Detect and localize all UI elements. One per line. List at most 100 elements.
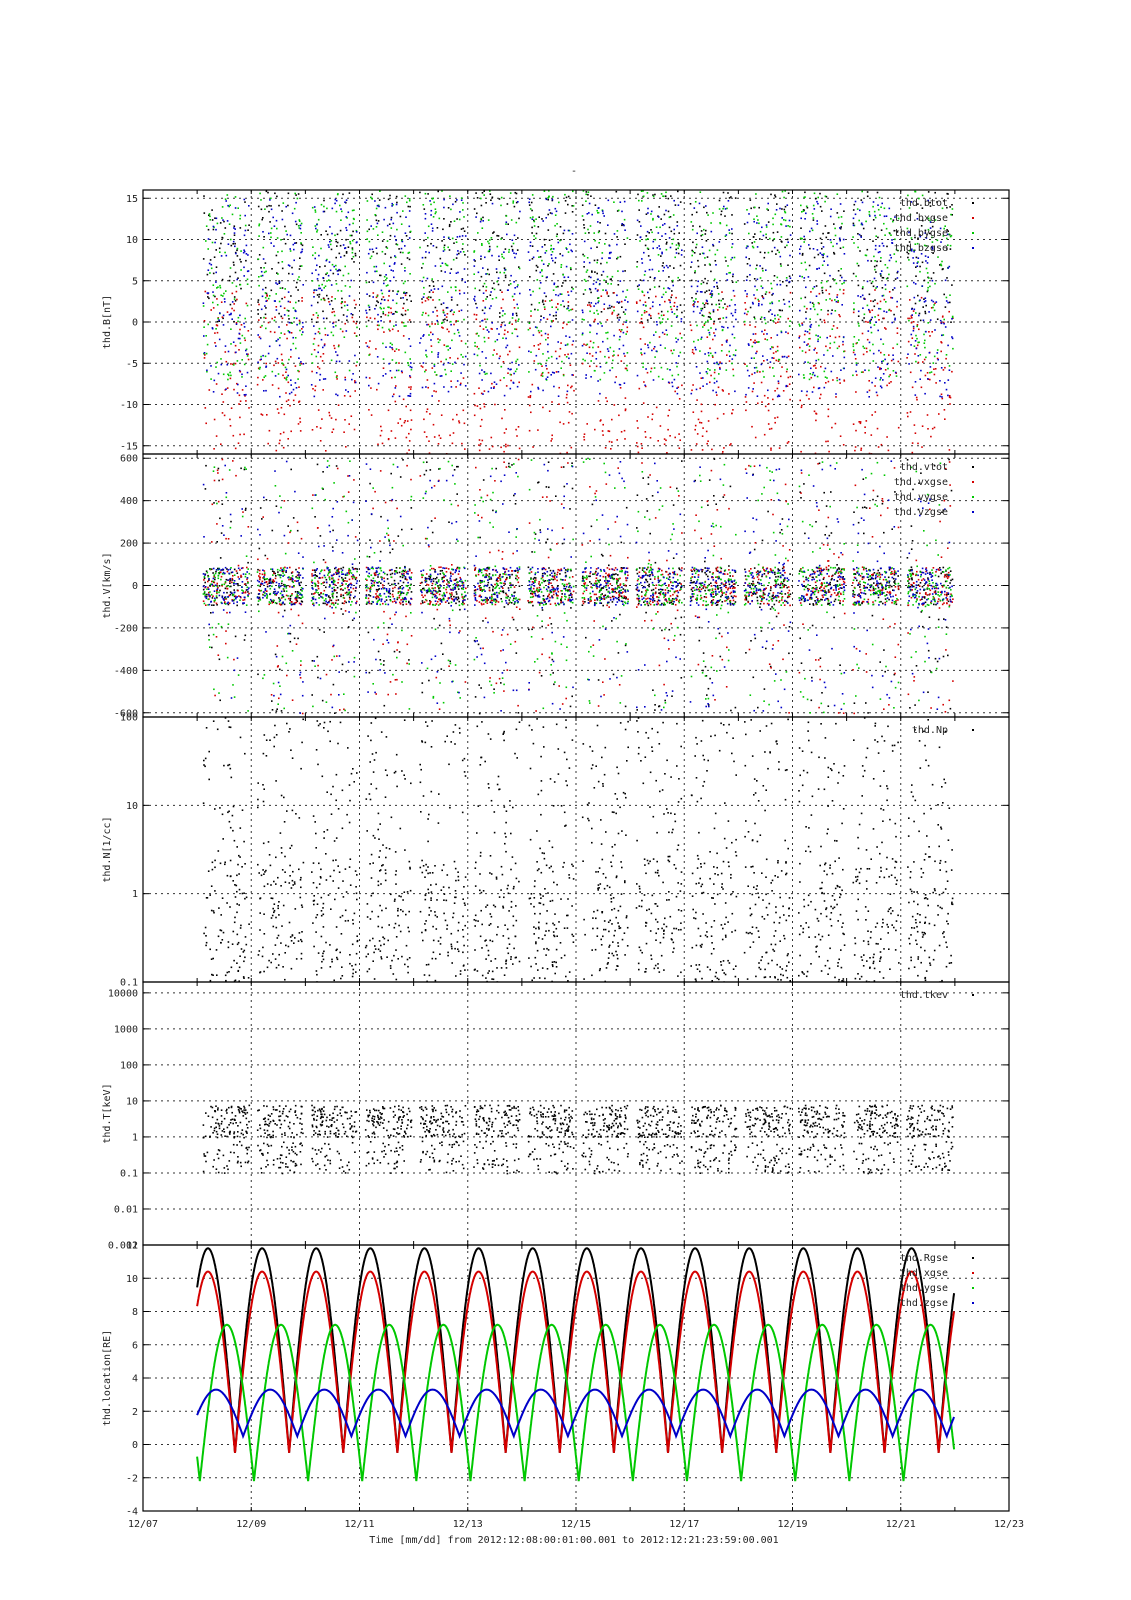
data-point-B (300, 222, 303, 225)
data-point-B (624, 408, 627, 410)
data-point-B (218, 319, 220, 321)
data-point-B (408, 449, 410, 451)
data-point-B (501, 253, 503, 256)
data-point-B (678, 244, 680, 247)
data-point-B (620, 431, 623, 433)
data-point-B (342, 193, 344, 196)
data-point-B (531, 209, 533, 212)
data-point-B (382, 296, 385, 298)
data-point-B (951, 336, 953, 338)
data-point-B (239, 227, 242, 229)
data-point-B (763, 256, 766, 259)
data-point-B (824, 225, 827, 227)
data-point-B (292, 307, 295, 309)
data-point-B (924, 229, 927, 232)
data-point-V (275, 710, 278, 712)
data-point-B (528, 404, 531, 407)
data-point-B (352, 255, 355, 258)
data-point-B (340, 219, 342, 221)
data-point-B (691, 351, 694, 354)
data-point-B (864, 254, 867, 256)
data-point-B (583, 227, 586, 229)
data-point-B (944, 306, 947, 308)
data-point-B (543, 292, 546, 294)
data-point-B (551, 401, 553, 403)
data-point-B (213, 256, 216, 258)
data-point-B (911, 442, 914, 444)
data-point-B (646, 319, 649, 321)
data-point-V (244, 583, 247, 585)
data-point-B (802, 374, 805, 376)
data-point-B (760, 381, 763, 384)
data-point-B (643, 251, 645, 254)
data-point-B (709, 381, 711, 384)
data-point-B (787, 225, 789, 227)
data-point-B (786, 238, 789, 241)
data-point-B (281, 210, 283, 212)
data-point-V (241, 515, 244, 518)
data-point-B (679, 304, 682, 306)
data-point-B (694, 270, 696, 272)
data-point-B (464, 254, 466, 256)
data-point-B (509, 373, 512, 376)
data-point-B (288, 272, 290, 275)
data-point-V (283, 609, 286, 612)
data-point-B (540, 315, 542, 317)
data-point-B (370, 225, 372, 227)
data-point-B (864, 432, 866, 434)
data-point-B (239, 283, 242, 286)
data-point-B (855, 362, 858, 364)
data-point-B (379, 190, 381, 192)
data-point-B (669, 246, 672, 249)
data-point-B (647, 238, 649, 240)
data-point-B (948, 233, 950, 236)
data-point-B (225, 200, 227, 202)
data-point-B (317, 314, 319, 317)
data-point-B (282, 374, 284, 377)
data-point-B (537, 329, 540, 332)
data-point-B (553, 385, 555, 388)
data-point-B (597, 322, 599, 325)
data-point-B (946, 206, 948, 209)
data-point-B (239, 214, 242, 217)
data-point-B (462, 243, 464, 245)
data-point-B (671, 242, 674, 245)
data-point-B (801, 252, 804, 255)
data-point-B (840, 369, 842, 371)
data-point-B (772, 352, 775, 354)
data-point-B (395, 243, 398, 245)
data-point-B (734, 304, 736, 306)
data-point-B (921, 446, 923, 448)
data-point-V (280, 582, 283, 585)
data-point-B (798, 373, 800, 376)
data-point-B (267, 297, 270, 300)
data-point-V (216, 589, 218, 592)
data-point-B (618, 348, 621, 350)
data-point-V (222, 598, 225, 600)
data-point-B (368, 240, 371, 243)
data-point-B (203, 335, 205, 337)
data-point-B (351, 209, 354, 212)
data-point-B (330, 331, 333, 334)
data-point-B (368, 306, 371, 308)
data-point-B (929, 221, 932, 223)
data-point-V (247, 710, 249, 712)
data-point-B (745, 393, 747, 396)
data-point-B (641, 258, 643, 260)
data-point-B (346, 319, 348, 322)
data-point-B (391, 347, 393, 349)
data-point-B (458, 289, 461, 292)
data-point-B (751, 390, 754, 393)
data-point-B (914, 432, 917, 434)
data-point-B (541, 365, 543, 367)
data-point-B (699, 421, 701, 424)
data-point-B (663, 287, 665, 290)
data-point-B (313, 296, 315, 298)
data-point-B (873, 255, 875, 258)
data-point-V (233, 669, 236, 672)
data-point-B (752, 303, 754, 305)
data-point-B (266, 205, 268, 208)
data-point-V (228, 594, 231, 597)
data-point-B (893, 287, 896, 289)
data-point-B (931, 241, 934, 243)
